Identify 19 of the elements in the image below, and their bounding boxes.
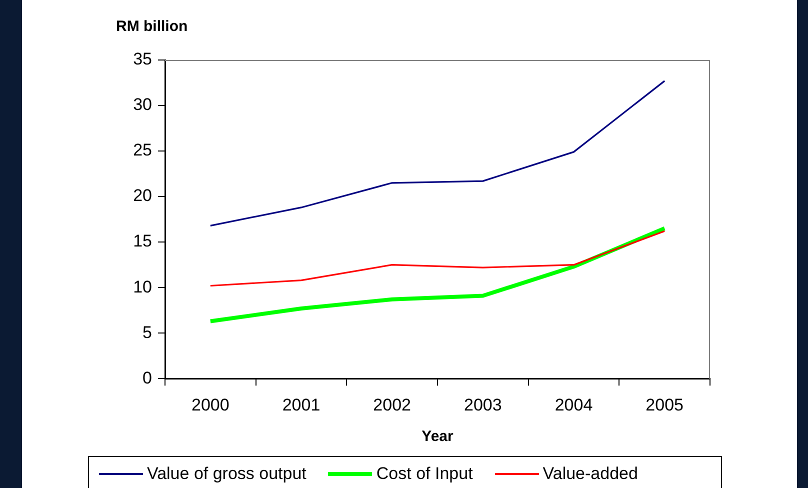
y-tick-label: 10 <box>133 277 152 296</box>
legend-label: Value-added <box>542 464 638 484</box>
x-tick-label: 2004 <box>554 395 593 414</box>
legend-label: Cost of Input <box>376 464 473 484</box>
y-tick-label: 15 <box>133 232 152 251</box>
y-tick-label: 30 <box>133 95 152 114</box>
x-tick-label: 2001 <box>282 395 320 414</box>
y-tick-label: 35 <box>133 50 152 69</box>
y-tick-label: 25 <box>133 140 152 160</box>
x-axis-title: Year <box>422 428 454 446</box>
x-tick-label: 2005 <box>646 395 684 414</box>
x-tick-label: 2002 <box>373 395 411 414</box>
y-axis-title: RM billion <box>116 18 188 35</box>
y-tick-label: 20 <box>133 186 152 206</box>
y-tick-label: 0 <box>142 368 152 388</box>
y-tick-label: 5 <box>142 322 152 342</box>
x-tick-label: 2000 <box>192 395 230 414</box>
x-tick-label: 2003 <box>464 395 502 414</box>
legend-label: Value of gross output <box>147 464 306 484</box>
